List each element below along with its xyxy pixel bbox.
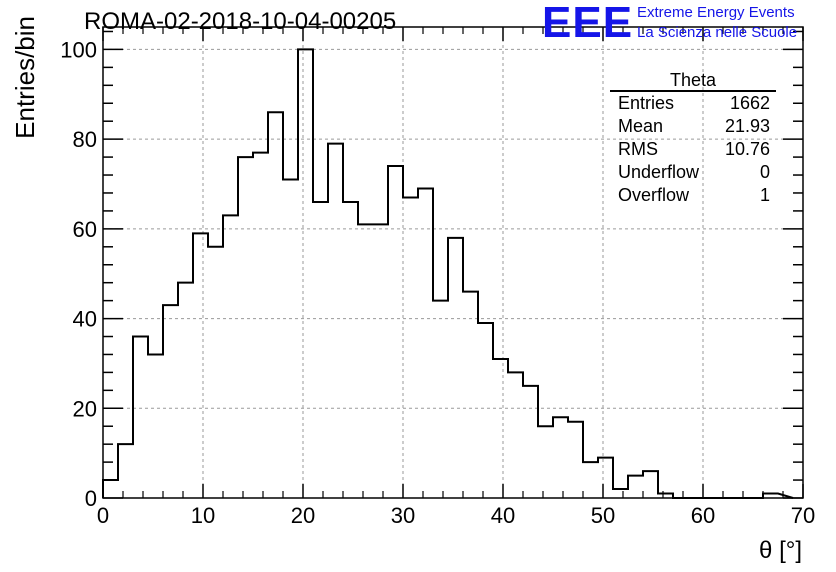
stats-row-rms: RMS 10.76 <box>610 138 776 161</box>
chart-title: ROMA-02-2018-10-04-00205 <box>84 8 397 35</box>
stats-value: 1 <box>759 185 770 205</box>
stats-row-overflow: Overflow 1 <box>610 184 776 207</box>
histogram-bin <box>223 215 238 498</box>
histogram-bin <box>133 337 148 498</box>
histogram-bin <box>298 49 313 498</box>
histogram-bin <box>643 471 658 498</box>
stats-value: 0 <box>759 162 770 182</box>
histogram-bin <box>178 283 193 498</box>
stats-value: 1662 <box>729 93 770 113</box>
histogram-bin <box>418 188 433 498</box>
x-tick-label: 60 <box>691 503 715 528</box>
y-tick-label: 60 <box>73 217 97 242</box>
histogram-bin <box>193 233 208 498</box>
y-tick-label: 20 <box>73 396 97 421</box>
plot-frame <box>102 26 804 499</box>
histogram-bin <box>103 480 118 498</box>
histogram-bin <box>553 417 568 498</box>
histogram-bin <box>568 422 583 498</box>
x-tick-label: 40 <box>491 503 515 528</box>
x-tick-label: 30 <box>391 503 415 528</box>
histogram-bin <box>538 426 553 498</box>
stats-label: Overflow <box>618 185 690 205</box>
logo-caption-line2: La Scienza nelle Scuole <box>637 24 798 41</box>
histogram-bin <box>238 157 253 498</box>
stats-label: Mean <box>618 116 664 136</box>
x-tick-label: 20 <box>291 503 315 528</box>
histogram-bin <box>433 301 448 498</box>
stats-title: Theta <box>610 70 776 92</box>
histogram-bin <box>313 202 328 498</box>
stats-row-underflow: Underflow 0 <box>610 161 776 184</box>
x-tick-label: 70 <box>791 503 815 528</box>
y-tick-label: 80 <box>73 127 97 152</box>
histogram-bin <box>373 224 388 498</box>
y-tick-label: 100 <box>60 37 97 62</box>
eee-logo: EEE <box>542 0 634 47</box>
stats-row-mean: Mean 21.93 <box>610 115 776 138</box>
histogram-bin <box>208 247 223 498</box>
grid-lines <box>103 27 803 498</box>
histogram-bin <box>463 292 478 498</box>
histogram-bin <box>598 458 613 498</box>
histogram-bin <box>343 202 358 498</box>
stats-row-entries: Entries 1662 <box>610 92 776 115</box>
histogram-bin <box>508 372 523 498</box>
histogram-bin <box>253 153 268 498</box>
histogram-bin <box>523 386 538 498</box>
y-tick-label: 0 <box>85 486 97 511</box>
stats-label: Underflow <box>618 162 700 182</box>
stats-value: 21.93 <box>724 116 770 136</box>
stats-label: RMS <box>618 139 658 159</box>
histogram-bin <box>268 112 283 498</box>
logo-caption-line1: Extreme Energy Events <box>637 4 795 21</box>
histogram-bin <box>613 489 628 498</box>
histogram-bin <box>478 323 493 498</box>
histogram-bin <box>163 305 178 498</box>
histogram-bin <box>328 144 343 498</box>
histogram-bin <box>493 359 508 498</box>
y-tick-label: 40 <box>73 307 97 332</box>
histogram-bin <box>118 444 133 498</box>
x-tick-label: 0 <box>97 503 109 528</box>
histogram-bin <box>283 180 298 498</box>
y-axis-label: Entries/bin <box>10 16 40 139</box>
histogram-bin <box>358 224 373 498</box>
histogram-bin <box>148 354 163 498</box>
histogram-bin <box>583 462 598 498</box>
stats-label: Entries <box>618 93 675 113</box>
x-tick-label: 10 <box>191 503 215 528</box>
histogram-bin <box>448 238 463 498</box>
stats-box: Theta Entries 1662 Mean 21.93 RMS 10.76 … <box>610 70 776 207</box>
histogram-bin <box>388 166 403 498</box>
x-axis-label: θ [°] <box>759 537 802 564</box>
histogram-bin <box>628 476 643 498</box>
histogram-bin <box>403 197 418 498</box>
histogram-series <box>102 48 794 499</box>
x-tick-label: 50 <box>591 503 615 528</box>
stats-value: 10.76 <box>724 139 770 159</box>
